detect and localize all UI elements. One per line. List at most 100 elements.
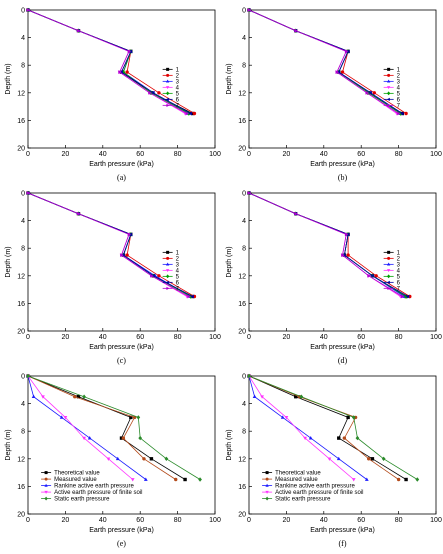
data-point — [308, 436, 313, 440]
x-tick-label: 0 — [26, 517, 30, 524]
x-tick-label: 60 — [136, 151, 144, 158]
y-tick-label: 4 — [21, 218, 25, 225]
series-line — [248, 375, 354, 480]
plot-frame — [27, 192, 216, 332]
legend-label: Static earth pressure — [275, 497, 331, 503]
data-point — [336, 456, 341, 461]
x-tick-label: 20 — [62, 334, 70, 341]
x-tick-label: 20 — [283, 517, 291, 524]
data-point — [73, 395, 77, 399]
series-6 — [246, 8, 404, 116]
data-point — [136, 415, 141, 420]
legend-item: 4 — [162, 268, 180, 274]
data-point — [87, 436, 92, 440]
series-line — [248, 9, 401, 114]
plot-frame — [27, 9, 216, 149]
legend-marker — [387, 286, 391, 290]
legend-marker — [166, 286, 170, 290]
legend-item: 4 — [383, 268, 401, 274]
y-tick-label: 12 — [17, 90, 25, 97]
legend-marker — [386, 274, 391, 279]
data-point — [404, 111, 408, 116]
legend-item: 7 — [383, 286, 401, 292]
data-point — [405, 294, 410, 299]
legend-marker — [265, 471, 269, 475]
y-tick-label: 8 — [21, 429, 25, 436]
legend-marker — [265, 483, 269, 487]
y-tick-label: 0 — [21, 191, 25, 198]
data-point — [280, 415, 285, 419]
data-point — [190, 294, 194, 299]
data-point — [335, 70, 339, 74]
legend-marker — [166, 256, 170, 260]
y-axis-title: Depth (m) — [5, 63, 12, 94]
panel-label: (f) — [339, 539, 347, 548]
panel-b: 0 20 40 60 80 100 0 4 8 12 16 20 Earth pressure (kPa… — [221, 0, 442, 183]
legend-marker — [265, 490, 269, 494]
x-tick-label: 0 — [247, 334, 251, 341]
data-point — [174, 477, 178, 482]
legend-marker — [387, 256, 391, 260]
legend-item: 6 — [162, 280, 180, 286]
series-7 — [247, 191, 405, 299]
legend-marker — [44, 496, 48, 501]
legend-label: Rankine active earth pressure — [275, 484, 355, 490]
series-2 — [26, 374, 178, 482]
series-line — [248, 192, 411, 297]
data-point — [157, 91, 161, 95]
data-point — [63, 416, 68, 420]
legend-item: 6 — [162, 97, 180, 103]
x-tick-label: 0 — [247, 151, 251, 158]
data-point — [284, 416, 289, 420]
x-tick-label: 40 — [320, 151, 328, 158]
data-point — [82, 394, 86, 399]
legend-label: 3 — [397, 262, 401, 268]
y-tick-label: 16 — [238, 118, 246, 125]
x-axis-title: Earth pressure (kPa) — [89, 344, 154, 351]
legend-marker — [44, 483, 48, 487]
series-line — [27, 192, 191, 297]
legend-item: 1 — [162, 250, 180, 256]
y-tick-label: 20 — [238, 512, 246, 519]
data-point — [125, 253, 129, 257]
data-point — [183, 477, 187, 482]
x-tick-label: 100 — [209, 517, 221, 524]
legend-item: 5 — [383, 91, 401, 97]
series-3 — [247, 7, 403, 115]
legend-item: 5 — [162, 91, 180, 97]
data-point — [415, 477, 420, 482]
legend-item: Rankine active earth pressure — [262, 484, 355, 490]
x-tick-label: 60 — [357, 517, 365, 524]
panel-label: (a) — [117, 173, 126, 182]
legend-label: Active earth pressure of finite soil — [275, 490, 363, 496]
series-5 — [247, 373, 420, 482]
x-tick-label: 60 — [136, 517, 144, 524]
legend-item: 4 — [383, 85, 401, 91]
data-point — [381, 456, 386, 462]
legend-label: 7 — [176, 286, 180, 292]
legend-label: Measured value — [275, 477, 318, 483]
data-point — [143, 477, 148, 481]
data-point — [82, 436, 86, 441]
legend-marker — [386, 269, 391, 273]
series-line — [248, 375, 368, 480]
x-axis-title: Earth pressure (kPa) — [89, 527, 154, 534]
plot-frame — [27, 375, 216, 515]
y-tick-label: 4 — [242, 218, 246, 225]
x-tick-label: 40 — [99, 151, 107, 158]
y-tick-label: 20 — [238, 146, 246, 153]
x-tick-label: 100 — [430, 334, 442, 341]
series-line — [27, 9, 190, 114]
series-4 — [26, 374, 135, 482]
y-tick-label: 12 — [238, 456, 246, 463]
y-tick-label: 20 — [238, 329, 246, 336]
data-point — [247, 191, 252, 195]
y-tick-label: 0 — [242, 8, 246, 15]
legend-label: 2 — [397, 256, 401, 262]
y-tick-label: 0 — [21, 374, 25, 381]
